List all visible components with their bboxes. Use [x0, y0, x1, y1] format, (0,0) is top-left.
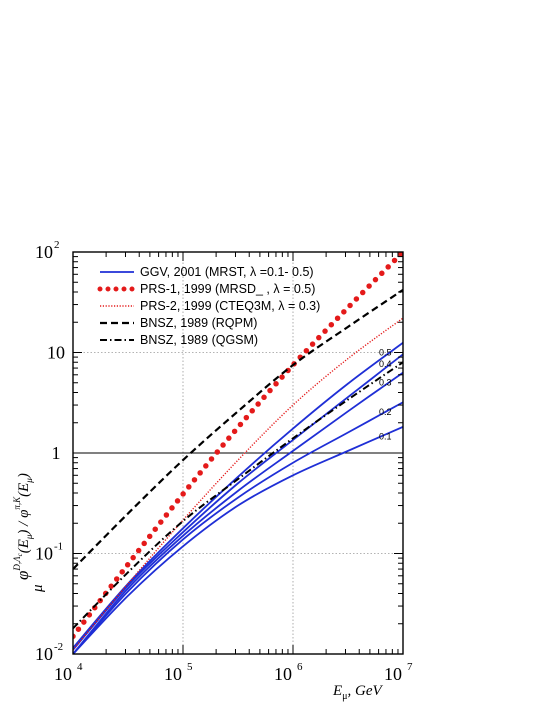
curve-label-0.2: 0.2 [379, 407, 392, 417]
series-line-8 [73, 361, 403, 630]
legend-label-4: BNSZ, 1989 (QGSM) [140, 333, 258, 347]
x-tick-exp-1: 5 [187, 661, 193, 673]
series-line-0 [73, 426, 403, 654]
y-tick-label-4: 10 [35, 242, 53, 262]
series-line-4 [73, 342, 403, 649]
series-line-6 [73, 317, 403, 651]
legend-label-2: PRS-2, 1999 (CTEQ3M, λ = 0.3) [140, 299, 320, 313]
series-line-2 [73, 371, 403, 654]
y-tick-label-1: 10 [35, 544, 53, 564]
y-tick-exp-0: -2 [54, 641, 63, 653]
legend-label-1: PRS-1, 1999 (MRSD_ , λ = 0.5) [140, 282, 315, 296]
x-tick-label-3: 10 [384, 664, 402, 684]
y-tick-label-3: 10 [47, 343, 65, 363]
x-tick-labels: 10 4 10 5 10 6 10 7 [54, 661, 413, 684]
x-tick-exp-2: 6 [297, 661, 303, 673]
curve-label-0.4: 0.4 [379, 359, 392, 369]
series-line-7 [73, 288, 403, 570]
tick-marks [72, 252, 403, 655]
legend: GGV, 2001 (MRST, λ =0.1- 0.5) PRS-1, 1999… [97, 265, 320, 347]
y-tick-exp-4: 2 [54, 239, 60, 251]
curve-label-0.5: 0.5 [379, 348, 392, 358]
y-tick-label-2: 1 [52, 443, 61, 463]
legend-label-0: GGV, 2001 (MRST, λ =0.1- 0.5) [140, 265, 314, 279]
series-line-1 [73, 401, 403, 654]
x-tick-exp-3: 7 [407, 661, 413, 673]
y-axis-label-phi-sub: μ [30, 584, 46, 593]
y-axis-label: φD,Λc(Eμ) / φπ,K(Eμ) [12, 473, 34, 580]
curve-labels: 0.1 0.2 0.3 0.40.5 [379, 348, 392, 442]
curve-label-0.1: 0.1 [379, 432, 392, 442]
y-tick-label-0: 10 [35, 644, 53, 664]
series-group [73, 252, 403, 654]
x-tick-exp-0: 4 [77, 661, 83, 673]
x-tick-label-0: 10 [54, 664, 72, 684]
legend-label-3: BNSZ, 1989 (RQPM) [140, 316, 257, 330]
curve-label-0.3: 0.3 [379, 378, 392, 388]
x-tick-label-1: 10 [164, 664, 182, 684]
series-line-5 [73, 252, 403, 640]
x-tick-label-2: 10 [274, 664, 292, 684]
series-line-3 [73, 353, 403, 651]
y-tick-exp-1: -1 [54, 541, 63, 553]
x-axis-label: Eμ, GeV [332, 683, 384, 702]
